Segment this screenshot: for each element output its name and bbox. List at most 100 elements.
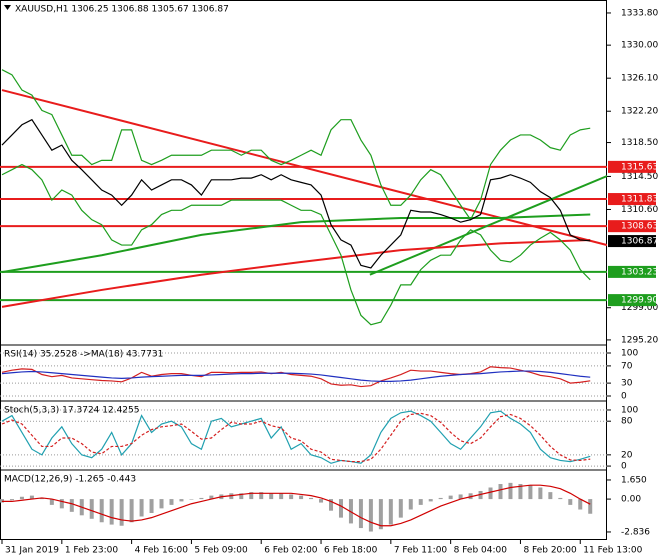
x-tick-label: 31 Jan 2019 <box>5 546 59 556</box>
histogram-bar <box>169 499 174 505</box>
last-price-label: 1306.87 <box>621 237 658 247</box>
trend-line <box>1 213 591 274</box>
histogram-bar <box>508 482 513 500</box>
histogram-bar <box>159 499 164 509</box>
pane-title: RSI(14) 35.2528 ->MA(18) 43.7731 <box>4 350 163 360</box>
histogram-bar <box>358 499 363 529</box>
x-tick-label: 5 Feb 09:00 <box>194 546 248 556</box>
series-line <box>2 484 591 527</box>
series-line <box>1 412 591 463</box>
series-line <box>1 410 591 464</box>
y-tick-label: 100 <box>621 349 638 359</box>
x-tick-label: 6 Feb 02:00 <box>264 546 318 556</box>
price-box <box>608 220 656 233</box>
y-tick-label: 30 <box>621 379 633 389</box>
y-tick-label: 1310.60 <box>621 205 658 215</box>
histogram-bar <box>418 499 423 505</box>
histogram-bar <box>498 484 503 500</box>
histogram-bar <box>438 497 443 500</box>
histogram-bar <box>488 487 493 500</box>
price-box-label: 1315.63 <box>621 162 658 172</box>
histogram-bar <box>149 499 154 513</box>
series-line <box>1 69 591 221</box>
histogram-bar <box>179 499 184 502</box>
histogram-bar <box>518 484 523 500</box>
histogram-bar <box>249 492 254 500</box>
y-tick-label: 1333.80 <box>621 8 658 18</box>
y-tick-label: 1318.50 <box>621 138 658 148</box>
trend-line <box>1 89 607 247</box>
histogram-bar <box>99 499 104 523</box>
histogram-bar <box>368 499 373 532</box>
y-tick-label: 0 <box>621 462 627 472</box>
series-line <box>1 118 591 269</box>
y-tick-label: 1330.00 <box>621 41 658 51</box>
series-line <box>1 163 591 326</box>
y-tick-label: 1.650 <box>621 475 647 485</box>
price-box <box>608 294 656 307</box>
price-box <box>608 193 656 206</box>
series-line <box>1 370 591 382</box>
y-tick-label: 70 <box>621 361 633 371</box>
price-box-label: 1308.63 <box>621 222 658 232</box>
histogram-bar <box>408 499 413 510</box>
histogram-bar <box>528 485 533 500</box>
pane-title: Stoch(5,3,3) 17.3724 12.4255 <box>4 406 139 416</box>
histogram-bar <box>49 499 54 505</box>
histogram-bar <box>398 499 403 518</box>
histogram-bar <box>9 499 14 501</box>
histogram-bar <box>299 495 304 500</box>
pane <box>0 69 607 326</box>
histogram-bar <box>538 487 543 500</box>
price-box-label: 1299.90 <box>621 296 658 306</box>
menu-icon <box>4 5 11 10</box>
histogram-bar <box>259 492 264 500</box>
histogram-bar <box>89 499 94 519</box>
histogram-bar <box>139 499 144 517</box>
y-tick-label: 1322.20 <box>621 107 658 117</box>
y-tick-label: 0 <box>621 392 627 402</box>
pane-title: MACD(12,26,9) -1.265 -0.443 <box>4 475 136 485</box>
histogram-bar <box>289 494 294 500</box>
y-tick-label: 1299.00 <box>621 303 658 313</box>
histogram-bar <box>329 499 334 511</box>
histogram-bar <box>29 495 34 500</box>
histogram-bar <box>269 493 274 500</box>
x-tick-label: 6 Feb 18:00 <box>324 546 378 556</box>
y-tick-label: 80 <box>621 417 633 427</box>
histogram-bar <box>129 499 134 523</box>
histogram-bar <box>458 494 463 500</box>
price-box <box>608 265 656 278</box>
histogram-bar <box>209 495 214 500</box>
series-line <box>1 366 591 388</box>
price-box <box>608 160 656 173</box>
plot-frame <box>0 0 607 540</box>
histogram-bar <box>558 497 563 500</box>
histogram-bar <box>189 499 194 500</box>
histogram-bar <box>109 499 114 525</box>
histogram-bar <box>568 499 573 505</box>
x-tick-label: 7 Feb 11:00 <box>394 546 448 556</box>
histogram-bar <box>19 496 24 500</box>
last-price-box <box>608 235 656 248</box>
y-tick-label: 1326.10 <box>621 74 658 84</box>
histogram-bar <box>59 499 64 509</box>
x-tick-label: 4 Feb 16:00 <box>135 546 189 556</box>
price-box-label: 1311.83 <box>621 195 658 205</box>
histogram-bar <box>338 499 343 518</box>
y-tick-label: 100 <box>621 405 638 415</box>
histogram-bar <box>319 499 324 503</box>
pane <box>0 352 607 397</box>
x-tick-label: 1 Feb 23:00 <box>65 546 119 556</box>
histogram-bar <box>578 499 583 510</box>
histogram-bar <box>548 492 553 500</box>
histogram-bar <box>428 499 433 502</box>
histogram-bar <box>69 499 74 512</box>
x-tick-label: 11 Feb 13:00 <box>583 546 642 556</box>
pane <box>0 482 593 532</box>
y-tick-label: 0.00 <box>621 495 641 505</box>
trend-line <box>1 238 591 308</box>
histogram-bar <box>588 499 593 514</box>
histogram-bar <box>239 493 244 500</box>
